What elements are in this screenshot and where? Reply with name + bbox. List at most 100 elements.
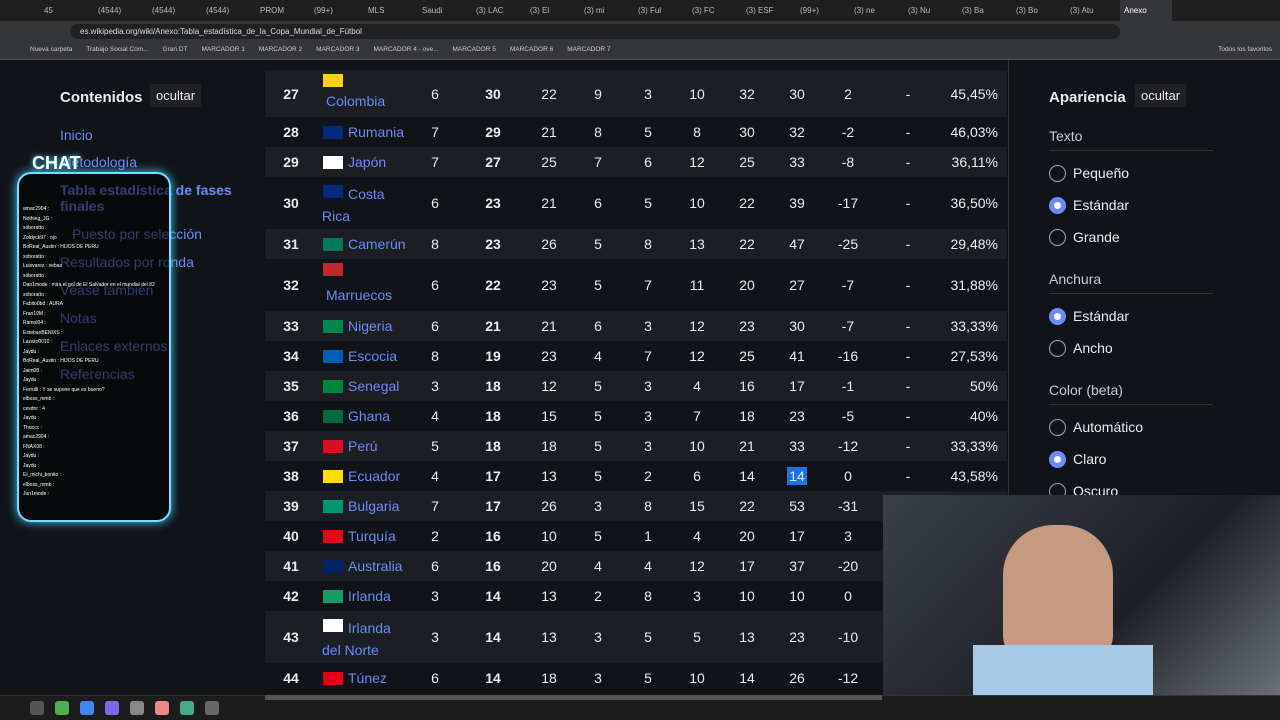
tab[interactable]: (99+): [800, 6, 819, 15]
table-cell: 21: [541, 318, 557, 334]
table-cell: 26: [541, 236, 557, 252]
team-name[interactable]: Escocia: [348, 348, 398, 364]
option-label[interactable]: Estándar: [1073, 308, 1130, 324]
bookmark[interactable]: MARCADOR 7: [567, 46, 611, 53]
radio[interactable]: [1049, 197, 1066, 214]
bookmark[interactable]: MARCADOR 1: [201, 46, 245, 53]
bookmark[interactable]: MARCADOR 2: [258, 46, 303, 53]
team-name[interactable]: Marruecos: [326, 287, 393, 303]
taskbar-icon[interactable]: [30, 701, 44, 715]
tab[interactable]: (3) Nu: [908, 6, 931, 15]
bookmark[interactable]: MARCADOR 3: [316, 46, 360, 53]
team-name[interactable]: Irlanda del Norte: [322, 620, 391, 658]
chat-message: amac2904 :: [23, 434, 50, 440]
bookmark[interactable]: Nueva carpeta: [30, 46, 73, 53]
team-name[interactable]: Ghana: [348, 408, 391, 424]
taskbar-icon[interactable]: [55, 701, 69, 715]
team-name[interactable]: Senegal: [348, 378, 400, 394]
table-cell: 17: [485, 498, 501, 514]
table-cell: 33,33%: [950, 438, 998, 454]
all-bookmarks[interactable]: Todos los favoritos: [1218, 46, 1272, 53]
bookmark[interactable]: Gran DT: [162, 46, 188, 53]
radio[interactable]: [1049, 308, 1066, 325]
table-cell: 5: [594, 528, 602, 544]
bookmark[interactable]: MARCADOR 4 - ove...: [373, 46, 439, 53]
tab[interactable]: (3) ESF: [746, 6, 774, 15]
shirt: [973, 645, 1153, 695]
table-cell: 22: [739, 236, 755, 252]
taskbar-icon[interactable]: [180, 701, 194, 715]
option-label[interactable]: Claro: [1073, 451, 1107, 467]
team-name[interactable]: Irlanda: [348, 588, 391, 604]
table-cell: 41: [283, 558, 299, 574]
tab[interactable]: (3) Atu: [1070, 6, 1094, 15]
taskbar-icon[interactable]: [205, 701, 219, 715]
table-cell: 27: [789, 277, 805, 293]
tab[interactable]: (3) ne: [854, 6, 875, 15]
taskbar-icon[interactable]: [105, 701, 119, 715]
bookmark[interactable]: Trabajo Social Com...: [86, 46, 149, 53]
team-name[interactable]: Perú: [348, 438, 378, 454]
url[interactable]: es.wikipedia.org/wiki/Anexo:Tabla_estadí…: [70, 24, 1120, 39]
tab[interactable]: (3) FC: [692, 6, 715, 15]
tab[interactable]: (3) LAC: [476, 6, 504, 15]
toc-item[interactable]: Inicio: [60, 127, 93, 143]
team-name[interactable]: Turquía: [348, 528, 396, 544]
radio[interactable]: [1049, 419, 1066, 436]
option-label[interactable]: Grande: [1073, 229, 1120, 245]
team-name[interactable]: Camerún: [348, 236, 406, 252]
tab[interactable]: MLS: [368, 6, 385, 15]
team-name[interactable]: Túnez: [348, 670, 387, 686]
table-cell: 11: [689, 277, 705, 293]
table-cell: -: [905, 408, 911, 424]
tab[interactable]: (4544): [206, 6, 230, 15]
group-title: Color (beta): [1049, 382, 1123, 398]
option-label[interactable]: Automático: [1073, 419, 1144, 435]
tab[interactable]: (3) mi: [584, 6, 605, 15]
option-label[interactable]: Estándar: [1073, 197, 1130, 213]
toc-hide[interactable]: ocultar: [150, 84, 202, 107]
toc-item[interactable]: Metodología: [60, 154, 138, 170]
radio[interactable]: [1049, 451, 1066, 468]
tab[interactable]: (4544): [152, 6, 176, 15]
team-name[interactable]: Costa Rica: [322, 186, 385, 224]
table-cell: 26: [541, 498, 557, 514]
tab[interactable]: (3) Ful: [638, 6, 662, 15]
taskbar-icon[interactable]: [155, 701, 169, 715]
radio[interactable]: [1049, 229, 1066, 246]
table-cell: 5: [594, 468, 602, 484]
team-name[interactable]: Bulgaria: [348, 498, 400, 514]
tab[interactable]: (3) El: [530, 6, 550, 15]
bookmark[interactable]: MARCADOR 5: [452, 46, 496, 53]
taskbar-icon[interactable]: [80, 701, 94, 715]
tab[interactable]: Anexo: [1120, 0, 1172, 21]
radio[interactable]: [1049, 165, 1066, 182]
team-name[interactable]: Nigeria: [348, 318, 393, 334]
tab[interactable]: Saudi: [422, 6, 443, 15]
table-cell: 8: [431, 236, 439, 252]
tab[interactable]: (4544): [98, 6, 122, 15]
team-name[interactable]: Australia: [348, 558, 403, 574]
table-cell: 45,45%: [950, 85, 998, 102]
tab[interactable]: PROM: [260, 6, 284, 15]
tab[interactable]: 45: [44, 6, 53, 15]
bookmark[interactable]: MARCADOR 6: [509, 46, 554, 53]
table-cell: 23: [485, 195, 501, 211]
table-cell: 6: [431, 318, 439, 334]
team-name[interactable]: Ecuador: [348, 468, 401, 484]
tab[interactable]: (3) Bo: [1016, 6, 1038, 15]
team-name[interactable]: Rumania: [348, 124, 405, 140]
option-label[interactable]: Ancho: [1073, 340, 1113, 356]
taskbar-icon[interactable]: [130, 701, 144, 715]
team-name[interactable]: Japón: [348, 154, 387, 170]
table-cell: -: [905, 318, 911, 334]
table-cell: -2: [841, 124, 855, 140]
option-label[interactable]: Pequeño: [1073, 165, 1130, 181]
chat-message: Jaydu :: [23, 348, 40, 355]
chat-message: Jaydu :: [23, 377, 40, 383]
radio[interactable]: [1049, 340, 1066, 357]
tab[interactable]: (3) Ba: [962, 6, 984, 15]
appearance-hide[interactable]: ocultar: [1135, 84, 1187, 107]
tab[interactable]: (99+): [314, 6, 333, 15]
team-name[interactable]: Colombia: [326, 93, 386, 109]
